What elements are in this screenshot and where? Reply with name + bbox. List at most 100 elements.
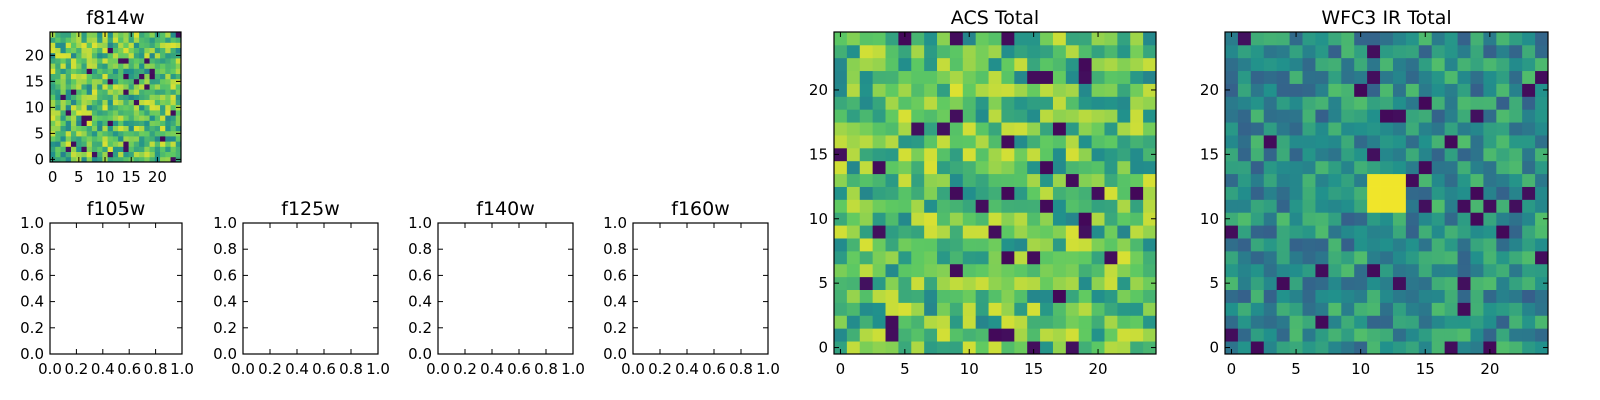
heatmap-cell xyxy=(102,73,109,80)
heatmap-cell xyxy=(1418,173,1433,187)
heatmap-cell xyxy=(1040,250,1054,265)
heatmap-cell xyxy=(149,125,156,132)
heatmap-cell xyxy=(949,32,964,46)
heatmap-cell xyxy=(175,63,182,69)
heatmap-cell xyxy=(1341,44,1355,59)
heatmap-cell xyxy=(1444,250,1458,265)
heatmap-cell xyxy=(924,212,938,226)
heatmap-cell xyxy=(885,341,899,355)
heatmap-cell xyxy=(949,263,964,278)
y-tick-label: 1.0 xyxy=(20,214,44,232)
heatmap-cell xyxy=(872,44,886,59)
heatmap-cell xyxy=(1130,109,1144,123)
heatmap-cell xyxy=(1354,289,1368,303)
heatmap-cell xyxy=(128,73,135,80)
heatmap-cell xyxy=(86,42,93,48)
heatmap-cell xyxy=(1117,147,1131,162)
heatmap-cell xyxy=(911,225,925,239)
heatmap-cell xyxy=(1014,44,1028,59)
heatmap-cell xyxy=(70,99,77,106)
x-tick-label: 0 xyxy=(1227,360,1237,378)
heatmap-cell xyxy=(91,42,98,48)
heatmap-cell xyxy=(1315,199,1329,213)
heatmap-cell xyxy=(149,141,156,147)
heatmap-cell xyxy=(937,199,951,213)
heatmap-cell xyxy=(86,63,93,69)
heatmap-cell xyxy=(55,32,61,38)
heatmap-cell xyxy=(133,84,140,90)
heatmap-cell xyxy=(81,130,88,137)
heatmap-cell xyxy=(1289,122,1303,136)
heatmap-cell xyxy=(1380,109,1394,123)
heatmap-cell xyxy=(1535,212,1549,226)
y-tick-label: 1.0 xyxy=(408,214,432,232)
y-tick-label: 0.8 xyxy=(20,240,44,258)
heatmap-cell xyxy=(1052,302,1067,316)
heatmap-cell xyxy=(123,99,129,106)
heatmap-cell xyxy=(175,115,182,121)
x-tick-label: 10 xyxy=(1351,360,1370,378)
heatmap-cell xyxy=(81,47,88,54)
heatmap-cell xyxy=(55,63,61,69)
heatmap-cell xyxy=(1328,186,1342,200)
heatmap-cell xyxy=(1052,44,1067,59)
heatmap-cell xyxy=(1302,315,1316,329)
heatmap-cell xyxy=(1380,70,1394,84)
heatmap-cell xyxy=(1250,83,1265,97)
y-tick-label: 0.4 xyxy=(213,293,237,311)
heatmap-cell xyxy=(128,52,135,59)
heatmap-cell xyxy=(1302,173,1316,187)
heatmap-cell xyxy=(170,58,177,64)
heatmap-cell xyxy=(1289,96,1303,110)
heatmap-cell xyxy=(1470,96,1484,110)
heatmap-cell xyxy=(1483,173,1497,187)
heatmap-cell xyxy=(834,173,848,187)
panel-title: ACS Total xyxy=(951,7,1039,29)
heatmap-cell xyxy=(1380,225,1394,239)
heatmap-cell xyxy=(1225,186,1239,200)
heatmap-cell xyxy=(1328,70,1342,84)
heatmap-cell xyxy=(128,130,135,137)
heatmap-cell xyxy=(139,141,145,147)
heatmap-cell xyxy=(123,37,129,43)
heatmap-cell xyxy=(859,238,874,252)
heatmap-cell xyxy=(128,78,135,85)
heatmap-cell xyxy=(112,125,119,132)
heatmap-cell xyxy=(165,47,171,54)
heatmap-cell xyxy=(949,173,964,187)
heatmap-cell xyxy=(1328,57,1342,72)
heatmap-cell xyxy=(149,151,156,158)
heatmap-cell xyxy=(123,110,129,116)
heatmap-cell xyxy=(86,52,93,59)
heatmap-cell xyxy=(988,96,1002,110)
heatmap-cell xyxy=(1341,289,1355,303)
heatmap-cell xyxy=(1509,186,1523,200)
heatmap-cell xyxy=(1509,70,1523,84)
heatmap-cell xyxy=(144,47,150,54)
heatmap-cell xyxy=(846,109,861,123)
heatmap-cell xyxy=(988,199,1002,213)
heatmap-cell xyxy=(165,89,171,95)
heatmap-cell xyxy=(1341,263,1355,278)
heatmap-cell xyxy=(1392,341,1407,355)
heatmap-cell xyxy=(1522,147,1536,162)
heatmap-cell xyxy=(962,122,977,136)
heatmap-cell xyxy=(988,225,1002,239)
x-tick-label: 0.2 xyxy=(453,360,477,378)
heatmap-cell xyxy=(149,42,156,48)
heatmap-cell xyxy=(102,89,109,95)
heatmap-cell xyxy=(133,99,140,106)
heatmap-cell xyxy=(1130,328,1144,342)
heatmap-cell xyxy=(1444,109,1458,123)
heatmap-cell xyxy=(1225,70,1239,84)
heatmap-cell xyxy=(1130,83,1144,97)
heatmap-cell xyxy=(898,276,912,290)
heatmap-cell xyxy=(1065,276,1080,290)
heatmap-cell xyxy=(91,73,98,80)
heatmap-cell xyxy=(1496,341,1510,355)
heatmap-cell xyxy=(1431,276,1446,290)
heatmap-cell xyxy=(1457,302,1471,316)
heatmap-cell xyxy=(1027,238,1041,252)
heatmap-cell xyxy=(1078,44,1092,59)
heatmap-cell xyxy=(1496,186,1510,200)
